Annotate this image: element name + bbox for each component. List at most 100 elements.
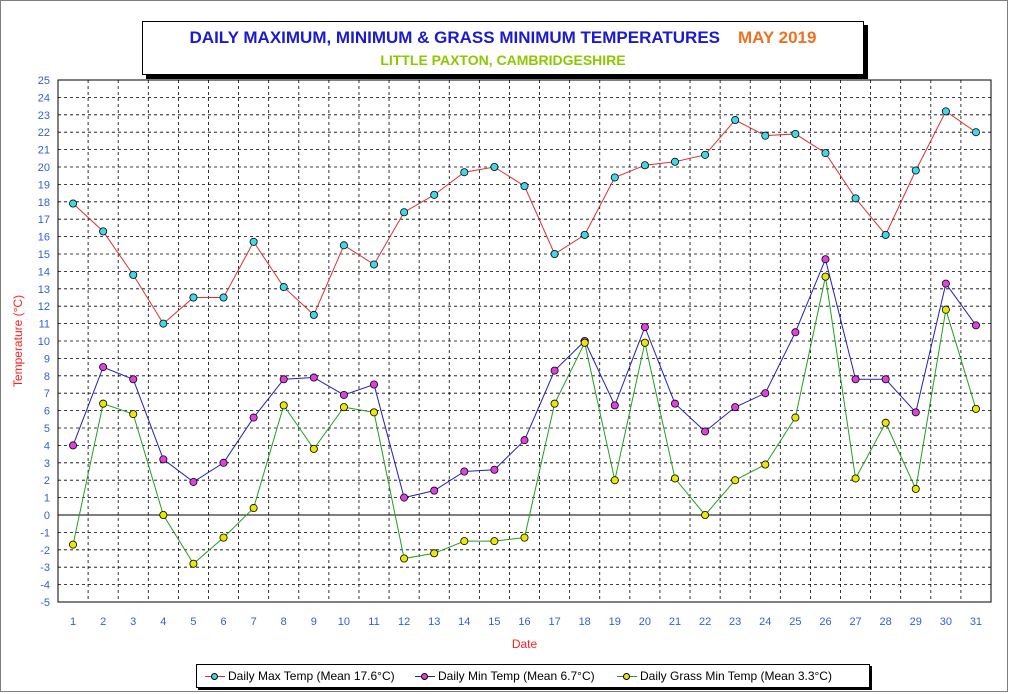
data-point-grass bbox=[159, 510, 168, 519]
x-tick-label: 29 bbox=[910, 616, 922, 628]
data-point-min bbox=[249, 413, 258, 422]
x-tick-label: 2 bbox=[100, 616, 106, 628]
x-tick-label: 1 bbox=[70, 616, 76, 628]
data-point-grass bbox=[279, 401, 288, 410]
y-tick-label: 5 bbox=[44, 423, 50, 435]
series-grass bbox=[69, 272, 980, 568]
data-point-max bbox=[309, 310, 318, 319]
data-point-min bbox=[640, 323, 649, 332]
data-point-grass bbox=[99, 399, 108, 408]
y-tick-label: -4 bbox=[40, 580, 50, 592]
data-point-grass bbox=[911, 484, 920, 493]
data-point-grass bbox=[701, 510, 710, 519]
data-point-grass bbox=[370, 408, 379, 417]
x-tick-label: 4 bbox=[160, 616, 166, 628]
data-point-max bbox=[851, 194, 860, 203]
data-point-min bbox=[490, 465, 499, 474]
y-tick-label: 8 bbox=[44, 371, 50, 383]
y-tick-label: 18 bbox=[38, 197, 50, 209]
data-point-min bbox=[941, 279, 950, 288]
x-tick-label: 22 bbox=[699, 616, 711, 628]
y-tick-label: 11 bbox=[39, 319, 50, 331]
legend-swatch-grass bbox=[617, 672, 637, 682]
data-point-max bbox=[490, 162, 499, 171]
data-point-min bbox=[670, 399, 679, 408]
data-point-min bbox=[731, 403, 740, 412]
data-point-max bbox=[821, 149, 830, 158]
data-point-grass bbox=[550, 399, 559, 408]
legend-item-min: Daily Min Temp (Mean 6.7°C) bbox=[415, 669, 595, 683]
data-point-min bbox=[279, 375, 288, 384]
y-tick-label: 4 bbox=[44, 440, 50, 452]
y-tick-label: 9 bbox=[44, 353, 50, 365]
data-point-max bbox=[430, 190, 439, 199]
data-point-grass bbox=[610, 476, 619, 485]
x-tick-label: 10 bbox=[338, 616, 350, 628]
x-tick-label: 11 bbox=[368, 616, 379, 628]
data-point-max bbox=[189, 293, 198, 302]
data-point-max bbox=[129, 270, 138, 279]
data-point-max bbox=[69, 199, 78, 208]
y-tick-label: 1 bbox=[44, 493, 50, 505]
chart-title: DAILY MAXIMUM, MINIMUM & GRASS MINIMUM T… bbox=[143, 28, 863, 48]
data-point-grass bbox=[821, 272, 830, 281]
x-tick-label: 28 bbox=[880, 616, 892, 628]
data-point-grass bbox=[670, 474, 679, 483]
y-tick-label: 24 bbox=[38, 92, 50, 104]
data-point-max bbox=[580, 230, 589, 239]
data-point-grass bbox=[490, 537, 499, 546]
legend-item-max: Daily Max Temp (Mean 17.6°C) bbox=[205, 669, 395, 683]
data-point-max bbox=[640, 161, 649, 170]
data-point-max bbox=[731, 116, 740, 125]
y-tick-label: 15 bbox=[38, 249, 50, 261]
x-tick-label: 8 bbox=[281, 616, 287, 628]
data-point-max bbox=[99, 227, 108, 236]
data-point-min bbox=[460, 467, 469, 476]
data-point-max bbox=[761, 131, 770, 140]
y-tick-label: 0 bbox=[44, 510, 50, 522]
data-point-max bbox=[249, 237, 258, 246]
y-tick-label: 19 bbox=[38, 179, 50, 191]
data-point-min bbox=[309, 373, 318, 382]
data-point-grass bbox=[941, 305, 950, 314]
chart-title-box: DAILY MAXIMUM, MINIMUM & GRASS MINIMUM T… bbox=[142, 21, 864, 75]
legend-label-max: Daily Max Temp (Mean 17.6°C) bbox=[228, 669, 395, 683]
data-point-min bbox=[430, 486, 439, 495]
y-tick-label: -1 bbox=[40, 527, 50, 539]
data-point-max bbox=[219, 293, 228, 302]
y-tick-label: 17 bbox=[38, 214, 50, 226]
data-point-min bbox=[159, 455, 168, 464]
chart-title-text: DAILY MAXIMUM, MINIMUM & GRASS MINIMUM T… bbox=[189, 28, 720, 47]
legend-item-grass: Daily Grass Min Temp (Mean 3.3°C) bbox=[617, 669, 832, 683]
data-point-min bbox=[791, 328, 800, 337]
data-point-min bbox=[881, 375, 890, 384]
y-axis-label: Temperature (°C) bbox=[11, 295, 25, 387]
data-point-grass bbox=[971, 404, 980, 413]
legend-swatch-min bbox=[415, 672, 435, 682]
x-tick-label: 3 bbox=[130, 616, 136, 628]
y-tick-label: 25 bbox=[38, 75, 50, 87]
data-point-grass bbox=[249, 504, 258, 513]
x-tick-label: 14 bbox=[458, 616, 470, 628]
data-point-grass bbox=[791, 413, 800, 422]
x-tick-label: 12 bbox=[398, 616, 410, 628]
x-tick-label: 31 bbox=[970, 616, 982, 628]
data-point-grass bbox=[640, 338, 649, 347]
x-tick-label: 15 bbox=[488, 616, 500, 628]
data-point-min bbox=[701, 427, 710, 436]
data-point-max bbox=[159, 319, 168, 328]
data-point-grass bbox=[520, 533, 529, 542]
data-point-min bbox=[520, 436, 529, 445]
y-tick-label: 10 bbox=[38, 336, 50, 348]
x-tick-label: 24 bbox=[759, 616, 771, 628]
x-tick-label: 23 bbox=[729, 616, 741, 628]
data-point-min bbox=[69, 441, 78, 450]
data-point-max bbox=[971, 128, 980, 137]
x-tick-label: 27 bbox=[849, 616, 861, 628]
x-tick-label: 25 bbox=[789, 616, 801, 628]
data-point-min bbox=[761, 389, 770, 398]
data-point-max bbox=[279, 283, 288, 292]
legend-label-grass: Daily Grass Min Temp (Mean 3.3°C) bbox=[640, 669, 832, 683]
plot-border bbox=[57, 79, 992, 603]
series-min bbox=[69, 255, 980, 502]
